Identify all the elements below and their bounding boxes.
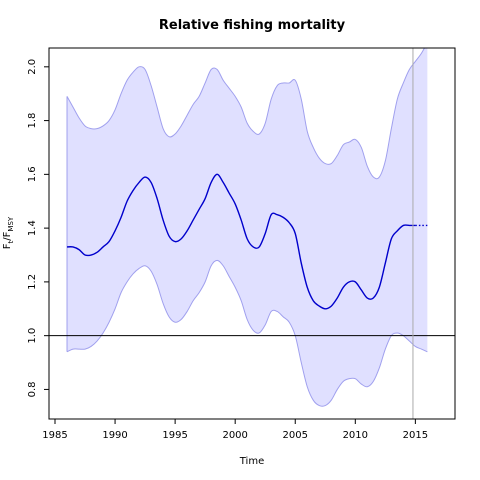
x-axis: 1985 1990 1995 2000 2005 2010 2015 [42, 419, 428, 441]
series-line-layer [66, 173, 428, 310]
y-axis-label-main: F [2, 243, 13, 249]
x-axis-label: Time [239, 456, 264, 467]
x-tick-label: 2010 [343, 430, 368, 441]
y-axis-label-sub1: t [7, 240, 15, 243]
y-tick-label: 1.2 [27, 274, 38, 290]
y-tick-label: 2.0 [27, 59, 38, 75]
confidence-band [67, 48, 428, 407]
x-tick-label: 1990 [102, 430, 127, 441]
confidence-band-layer [66, 48, 428, 407]
x-tick-label: 2015 [403, 430, 428, 441]
band-upper-edge [66, 48, 426, 180]
y-axis-label-sub2: MSY [7, 216, 15, 231]
series-line [66, 173, 416, 310]
y-tick-label: 1.8 [27, 113, 38, 129]
y-axis-label: Ft/FMSY [2, 216, 15, 249]
band-lower-edge [66, 259, 428, 407]
y-axis-label-slash: /F [2, 231, 13, 240]
x-tick-label: 1985 [42, 430, 67, 441]
y-axis: 0.8 1.0 1.2 1.4 1.6 1.8 2.0 [27, 59, 49, 397]
x-tick-label: 1995 [162, 430, 187, 441]
y-tick-label: 1.0 [27, 328, 38, 344]
x-tick-label: 2000 [222, 430, 247, 441]
y-tick-label: 1.6 [27, 166, 38, 182]
y-tick-label: 0.8 [27, 381, 38, 397]
y-tick-label: 1.4 [27, 220, 38, 236]
chart-title: Relative fishing mortality [159, 18, 346, 33]
x-tick-label: 2005 [283, 430, 308, 441]
plot-frame [48, 47, 456, 420]
